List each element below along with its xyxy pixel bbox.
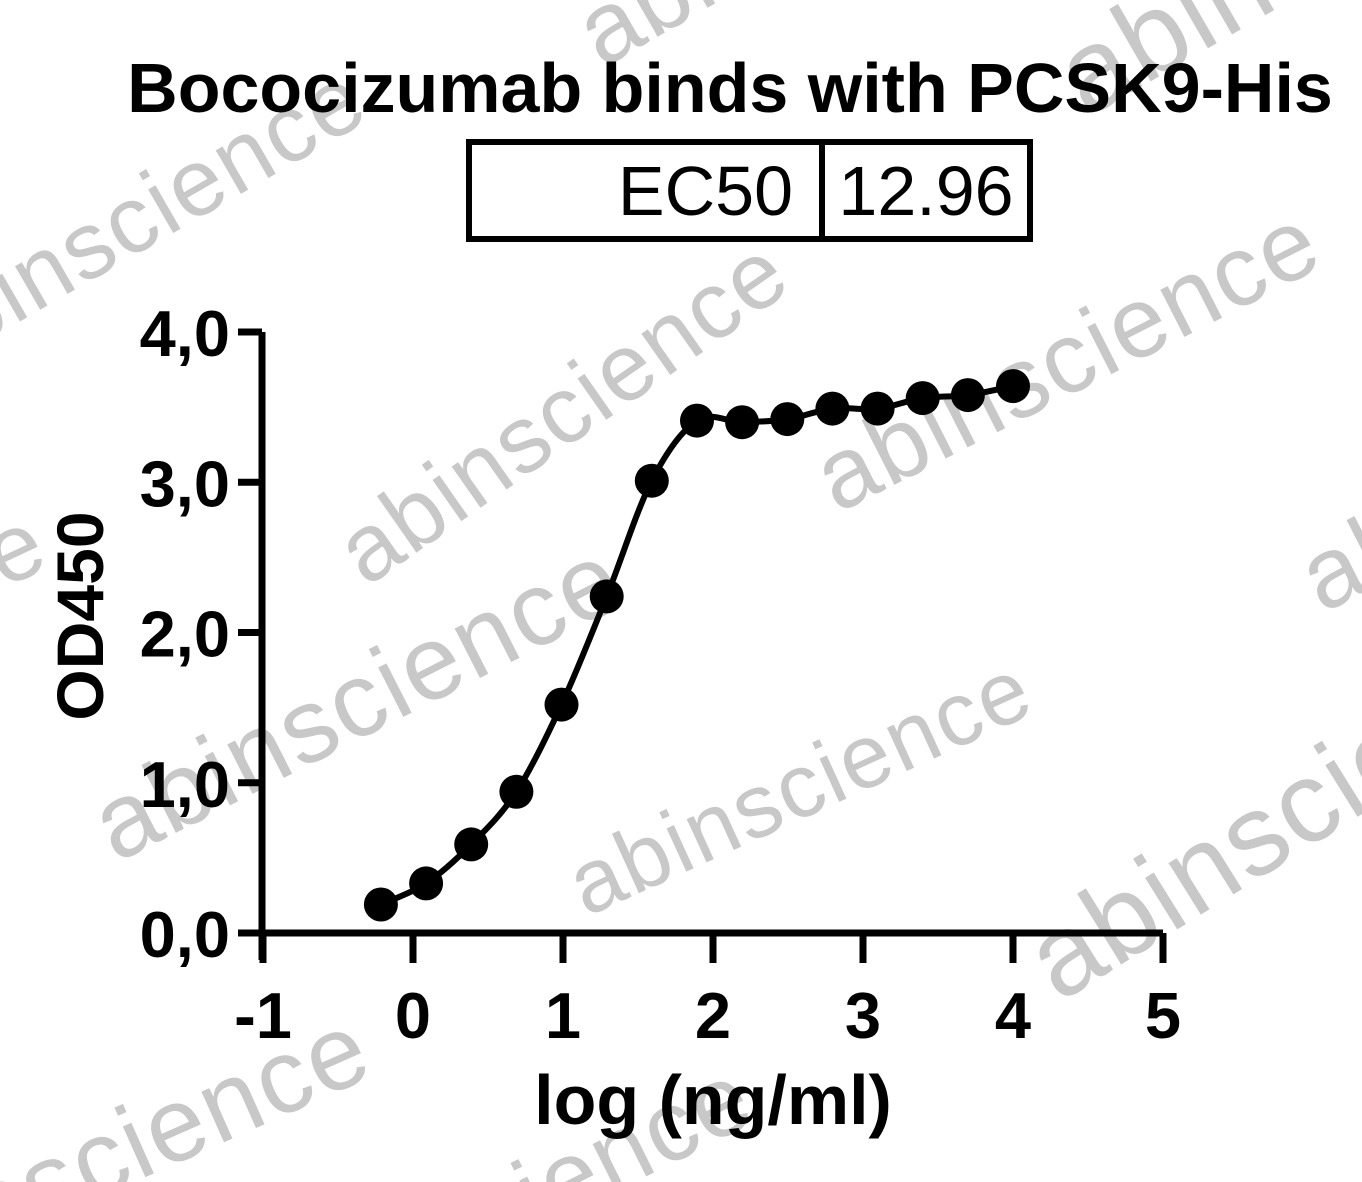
x-tick-label: 0 xyxy=(395,979,431,1052)
axis-lines xyxy=(238,332,1163,960)
tick-marks xyxy=(238,328,1167,963)
x-tick-label: 4 xyxy=(995,979,1031,1052)
ec50-value-cell: 12.96 xyxy=(838,151,1014,230)
x-tick-label: 1 xyxy=(545,979,581,1052)
x-tick-label: 5 xyxy=(1145,979,1181,1052)
data-point xyxy=(544,687,579,722)
chart-title: Bococizumab binds with PCSK9-His xyxy=(127,49,1333,127)
fit-curve xyxy=(379,383,1014,908)
y-tick-label: 0,0 xyxy=(140,898,230,971)
y-tick-label: 2,0 xyxy=(140,598,230,671)
x-tick-label: 2 xyxy=(695,979,731,1052)
data-point xyxy=(499,774,534,809)
ec50-table: EC50 12.96 xyxy=(466,139,1033,242)
data-point xyxy=(996,369,1030,404)
data-point xyxy=(815,391,850,426)
data-point xyxy=(905,381,940,416)
ec50-label-cell: EC50 xyxy=(472,145,825,236)
data-point xyxy=(634,463,669,498)
x-axis-title: log (ng/ml) xyxy=(534,1061,892,1139)
y-tick-label: 4,0 xyxy=(140,297,230,370)
y-tick-label: 3,0 xyxy=(140,447,230,520)
y-tick-label: 1,0 xyxy=(140,748,230,821)
data-point xyxy=(363,887,398,922)
data-point xyxy=(409,866,444,901)
data-point xyxy=(589,579,624,614)
y-axis-title: OD450 xyxy=(43,511,117,721)
data-point xyxy=(725,405,760,440)
data-point xyxy=(680,403,714,438)
data-point xyxy=(454,827,489,862)
data-point xyxy=(860,391,895,426)
data-point xyxy=(770,402,805,437)
x-tick-label: 3 xyxy=(845,979,881,1052)
x-tick-label: -1 xyxy=(234,979,292,1052)
data-point xyxy=(950,378,985,413)
